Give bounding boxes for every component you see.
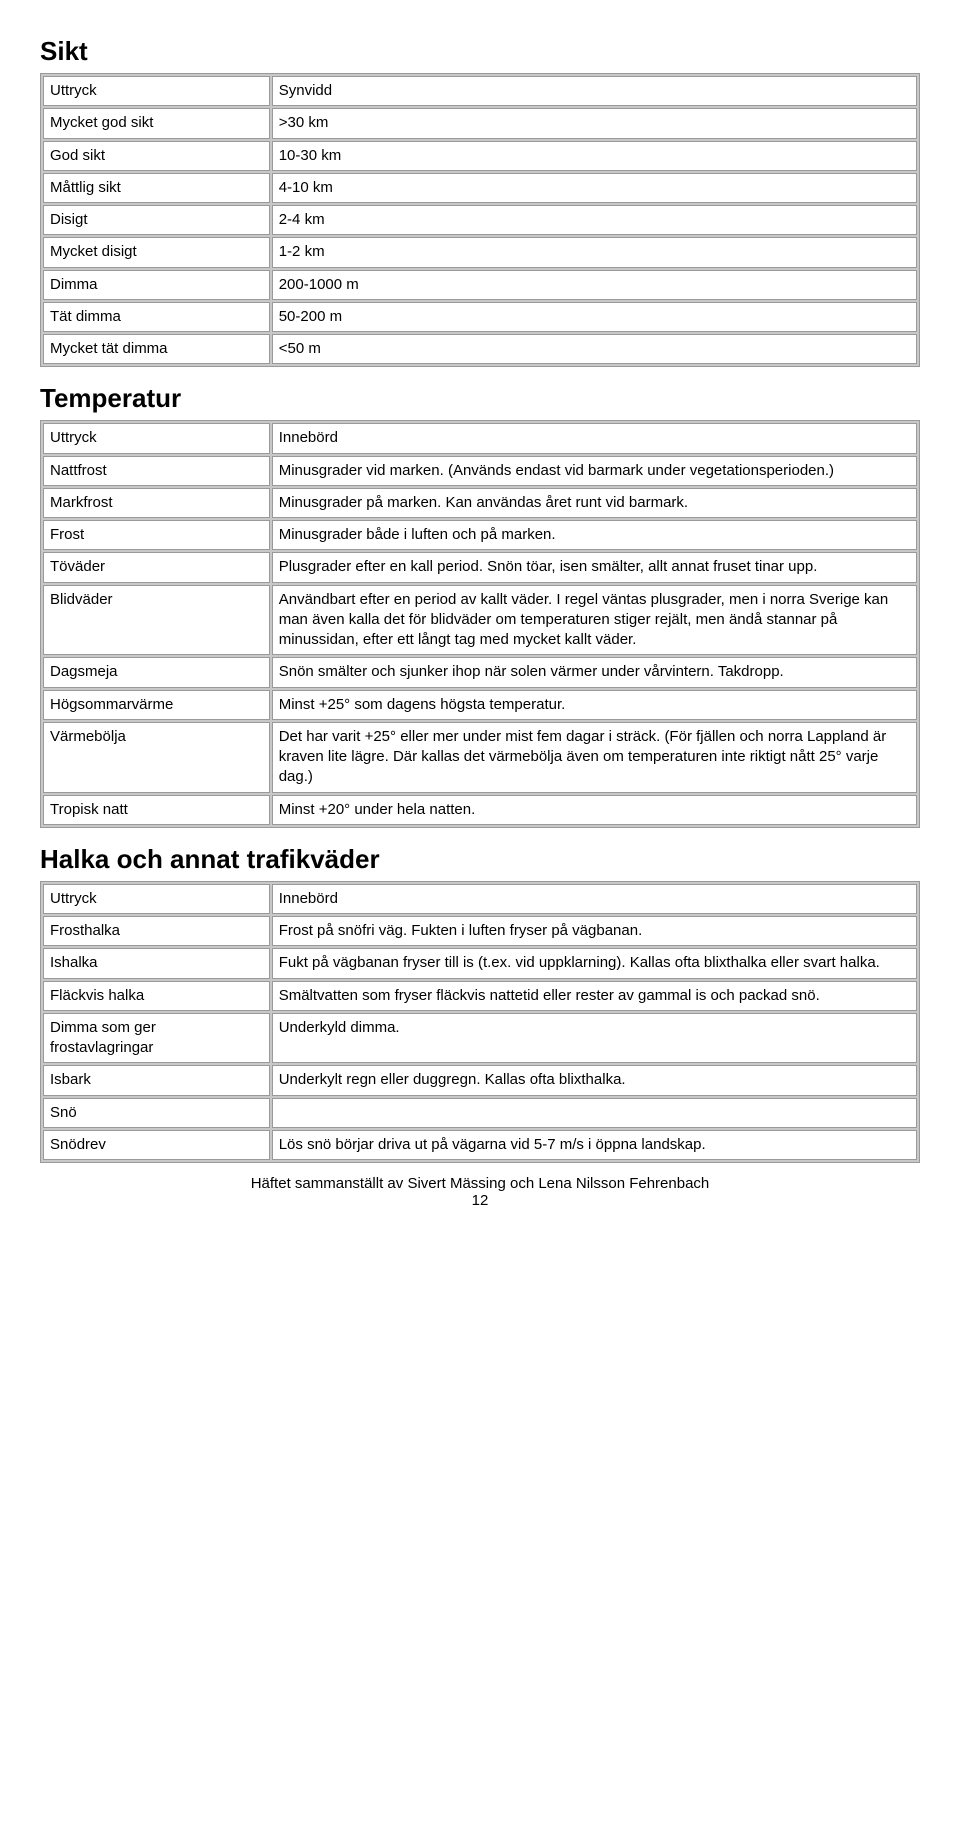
term-cell: Ishalka bbox=[43, 948, 270, 978]
term-cell: God sikt bbox=[43, 141, 270, 171]
table-row: IshalkaFukt på vägbanan fryser till is (… bbox=[43, 948, 917, 978]
table-row: FrostMinusgrader både i luften och på ma… bbox=[43, 520, 917, 550]
halka-heading: Halka och annat trafikväder bbox=[40, 844, 920, 875]
footer: Häftet sammanställt av Sivert Mässing oc… bbox=[40, 1175, 920, 1209]
term-cell: Mycket disigt bbox=[43, 237, 270, 267]
desc-cell: Underkylt regn eller duggregn. Kallas of… bbox=[272, 1065, 917, 1095]
table-row: NattfrostMinusgrader vid marken. (Använd… bbox=[43, 456, 917, 486]
table-row: UttryckInnebörd bbox=[43, 884, 917, 914]
desc-cell: Minst +20° under hela natten. bbox=[272, 795, 917, 825]
term-cell: Dimma som ger frostavlagringar bbox=[43, 1013, 270, 1064]
term-cell: Fläckvis halka bbox=[43, 981, 270, 1011]
term-cell: Dagsmeja bbox=[43, 657, 270, 687]
table-row: God sikt10-30 km bbox=[43, 141, 917, 171]
desc-cell: Minst +25° som dagens högsta temperatur. bbox=[272, 690, 917, 720]
table-row: Snö bbox=[43, 1098, 917, 1128]
desc-cell: Det har varit +25° eller mer under mist … bbox=[272, 722, 917, 793]
table-row: UttryckSynvidd bbox=[43, 76, 917, 106]
term-cell: Blidväder bbox=[43, 585, 270, 656]
table-row: HögsommarvärmeMinst +25° som dagens högs… bbox=[43, 690, 917, 720]
desc-cell: Minusgrader både i luften och på marken. bbox=[272, 520, 917, 550]
desc-cell: 50-200 m bbox=[272, 302, 917, 332]
table-row: Dimma200-1000 m bbox=[43, 270, 917, 300]
table-row: Dimma som ger frostavlagringarUnderkyld … bbox=[43, 1013, 917, 1064]
term-cell: Markfrost bbox=[43, 488, 270, 518]
term-cell: Måttlig sikt bbox=[43, 173, 270, 203]
table-row: Fläckvis halkaSmältvatten som fryser flä… bbox=[43, 981, 917, 1011]
term-cell: Frosthalka bbox=[43, 916, 270, 946]
term-cell: Nattfrost bbox=[43, 456, 270, 486]
desc-cell: Innebörd bbox=[272, 884, 917, 914]
desc-cell: 10-30 km bbox=[272, 141, 917, 171]
term-cell: Uttryck bbox=[43, 884, 270, 914]
term-cell: Snö bbox=[43, 1098, 270, 1128]
desc-cell: Underkyld dimma. bbox=[272, 1013, 917, 1064]
sikt-heading: Sikt bbox=[40, 36, 920, 67]
desc-cell: Frost på snöfri väg. Fukten i luften fry… bbox=[272, 916, 917, 946]
term-cell: Tät dimma bbox=[43, 302, 270, 332]
table-row: Mycket god sikt>30 km bbox=[43, 108, 917, 138]
term-cell: Värmebölja bbox=[43, 722, 270, 793]
table-row: UttryckInnebörd bbox=[43, 423, 917, 453]
desc-cell: 200-1000 m bbox=[272, 270, 917, 300]
sikt-table: UttryckSynvidd Mycket god sikt>30 km God… bbox=[40, 73, 920, 367]
term-cell: Disigt bbox=[43, 205, 270, 235]
desc-cell: Plusgrader efter en kall period. Snön tö… bbox=[272, 552, 917, 582]
table-row: VärmeböljaDet har varit +25° eller mer u… bbox=[43, 722, 917, 793]
desc-cell: 1-2 km bbox=[272, 237, 917, 267]
term-cell: Tropisk natt bbox=[43, 795, 270, 825]
table-row: FrosthalkaFrost på snöfri väg. Fukten i … bbox=[43, 916, 917, 946]
table-row: Tät dimma50-200 m bbox=[43, 302, 917, 332]
table-row: DagsmejaSnön smälter och sjunker ihop nä… bbox=[43, 657, 917, 687]
table-row: Mycket disigt1-2 km bbox=[43, 237, 917, 267]
table-row: Måttlig sikt4-10 km bbox=[43, 173, 917, 203]
term-cell: Isbark bbox=[43, 1065, 270, 1095]
halka-table: UttryckInnebörd FrosthalkaFrost på snöfr… bbox=[40, 881, 920, 1163]
term-cell: Mycket god sikt bbox=[43, 108, 270, 138]
term-cell: Snödrev bbox=[43, 1130, 270, 1160]
desc-cell bbox=[272, 1098, 917, 1128]
term-cell: Dimma bbox=[43, 270, 270, 300]
table-row: Disigt2-4 km bbox=[43, 205, 917, 235]
table-row: IsbarkUnderkylt regn eller duggregn. Kal… bbox=[43, 1065, 917, 1095]
term-cell: Frost bbox=[43, 520, 270, 550]
desc-cell: Användbart efter en period av kallt väde… bbox=[272, 585, 917, 656]
table-row: Mycket tät dimma<50 m bbox=[43, 334, 917, 364]
term-cell: Högsommarvärme bbox=[43, 690, 270, 720]
desc-cell: Minusgrader på marken. Kan användas året… bbox=[272, 488, 917, 518]
term-cell: Mycket tät dimma bbox=[43, 334, 270, 364]
table-row: TöväderPlusgrader efter en kall period. … bbox=[43, 552, 917, 582]
term-cell: Uttryck bbox=[43, 423, 270, 453]
temperatur-heading: Temperatur bbox=[40, 383, 920, 414]
desc-cell: Fukt på vägbanan fryser till is (t.ex. v… bbox=[272, 948, 917, 978]
table-row: Tropisk nattMinst +20° under hela natten… bbox=[43, 795, 917, 825]
desc-cell: 2-4 km bbox=[272, 205, 917, 235]
table-row: MarkfrostMinusgrader på marken. Kan anvä… bbox=[43, 488, 917, 518]
term-cell: Uttryck bbox=[43, 76, 270, 106]
desc-cell: Innebörd bbox=[272, 423, 917, 453]
table-row: SnödrevLös snö börjar driva ut på vägarn… bbox=[43, 1130, 917, 1160]
term-cell: Töväder bbox=[43, 552, 270, 582]
desc-cell: Synvidd bbox=[272, 76, 917, 106]
desc-cell: Snön smälter och sjunker ihop när solen … bbox=[272, 657, 917, 687]
desc-cell: <50 m bbox=[272, 334, 917, 364]
desc-cell: Lös snö börjar driva ut på vägarna vid 5… bbox=[272, 1130, 917, 1160]
desc-cell: Minusgrader vid marken. (Används endast … bbox=[272, 456, 917, 486]
temperatur-table: UttryckInnebörd NattfrostMinusgrader vid… bbox=[40, 420, 920, 828]
desc-cell: Smältvatten som fryser fläckvis nattetid… bbox=[272, 981, 917, 1011]
desc-cell: >30 km bbox=[272, 108, 917, 138]
page-number: 12 bbox=[40, 1192, 920, 1209]
table-row: BlidväderAnvändbart efter en period av k… bbox=[43, 585, 917, 656]
desc-cell: 4-10 km bbox=[272, 173, 917, 203]
footer-attribution: Häftet sammanställt av Sivert Mässing oc… bbox=[40, 1175, 920, 1192]
